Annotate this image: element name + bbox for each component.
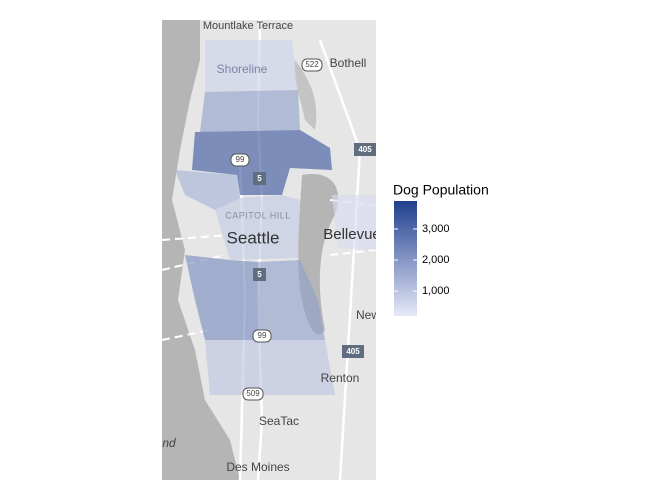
region xyxy=(332,195,376,250)
tick-label: 2,000 xyxy=(422,254,450,266)
route-shield xyxy=(242,387,264,401)
place-label: Des Moines xyxy=(226,460,289,474)
place-label: SeaTac xyxy=(259,414,299,428)
route-shield xyxy=(301,58,323,72)
region xyxy=(258,260,325,340)
route-label: 509 xyxy=(246,389,260,398)
legend-title: Dog Population xyxy=(393,182,489,198)
place-label: New xyxy=(356,308,380,322)
place-label: Mountlake Terrace xyxy=(203,20,293,32)
legend: Dog Population 1,000 2,000 3,000 xyxy=(393,182,489,316)
region xyxy=(205,40,298,92)
place-label: Shoreline xyxy=(217,62,268,76)
route-label: 99 xyxy=(236,155,245,164)
route-shield xyxy=(342,345,364,358)
place-label: Renton xyxy=(321,371,360,385)
city-label: Bellevue xyxy=(323,226,381,243)
region xyxy=(205,340,335,395)
route-shield xyxy=(253,268,266,281)
region xyxy=(215,195,300,260)
route-label: 522 xyxy=(305,60,319,69)
region xyxy=(185,255,260,340)
tick-label: 1,000 xyxy=(422,285,450,297)
route-label: 5 xyxy=(257,174,262,183)
route-label: 405 xyxy=(358,145,372,154)
route-shield xyxy=(253,172,266,185)
lake xyxy=(294,60,317,130)
region xyxy=(175,170,240,210)
regions xyxy=(175,40,376,395)
place-label: nd xyxy=(162,436,176,450)
region xyxy=(192,130,332,195)
place-label: Bothell xyxy=(330,56,367,70)
tick-label: 3,000 xyxy=(422,223,450,235)
map: Mountlake Terrace Shoreline Bothell 522 … xyxy=(162,20,381,480)
colorbar xyxy=(394,201,417,316)
route-shield xyxy=(354,143,376,156)
route-shield xyxy=(230,153,250,167)
route-label: 99 xyxy=(258,331,267,340)
route-shield xyxy=(252,329,272,343)
route-label: 5 xyxy=(257,270,262,279)
neighborhood-label: CAPITOL HILL xyxy=(225,210,291,220)
region xyxy=(200,90,300,132)
city-label: Seattle xyxy=(227,228,280,247)
route-label: 405 xyxy=(346,347,360,356)
